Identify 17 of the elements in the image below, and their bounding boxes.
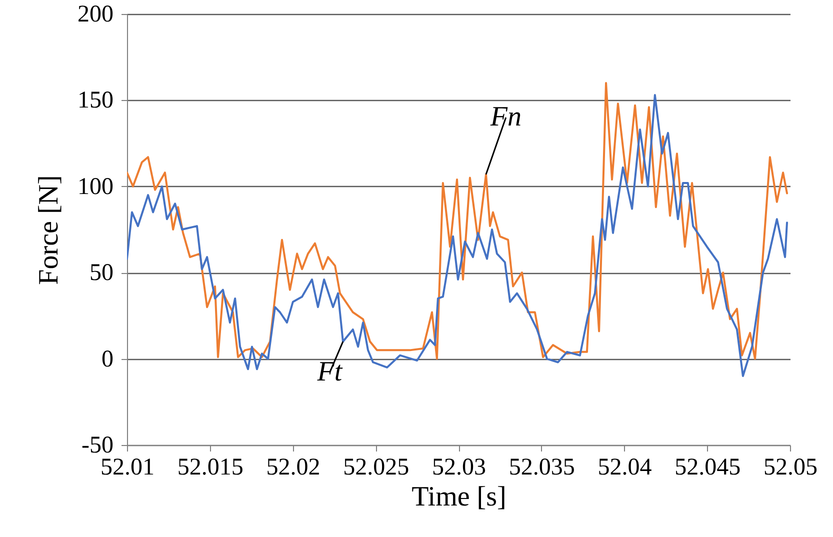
x-tick-label: 52.05 xyxy=(764,454,818,480)
x-axis-title: Time [s] xyxy=(412,482,506,512)
y-tick-label: 100 xyxy=(78,174,114,200)
annotation: Fn xyxy=(489,101,522,132)
x-tick-label: 52.025 xyxy=(343,454,410,480)
x-tick-label: 52.045 xyxy=(674,454,741,480)
x-tick-label: 52.04 xyxy=(598,454,652,480)
y-tick-label: 50 xyxy=(90,260,114,286)
y-axis-title: Force [N] xyxy=(34,175,64,285)
x-tick-label: 52.015 xyxy=(177,454,244,480)
x-tick-label: 52.03 xyxy=(432,454,486,480)
y-tick-label: 150 xyxy=(78,88,114,114)
y-tick-label: 200 xyxy=(78,2,114,28)
annotation: Ft xyxy=(316,356,344,388)
y-tick-label: 0 xyxy=(102,346,114,372)
x-tick-label: 52.02 xyxy=(266,454,320,480)
x-tick-label: 52.035 xyxy=(508,454,575,480)
